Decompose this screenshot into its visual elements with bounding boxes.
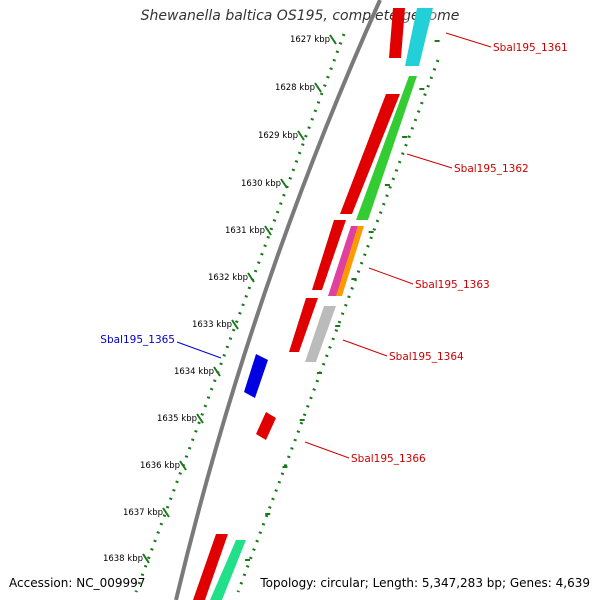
gene-label-text: Sbal195_1364: [389, 351, 464, 363]
gene-arrow-1364-grey: [305, 304, 340, 362]
scale-ruler: 1627 kbp 1628 kbp 1629 kbp 1630 kbp 1631 kbp…: [103, 33, 440, 593]
scale-track-left: [134, 33, 346, 593]
gene-arrow-1362-green: [356, 74, 422, 220]
gene-label-text: Sbal195_1361: [493, 42, 568, 54]
scale-tick: [247, 272, 255, 283]
gene-label-leader: [406, 153, 453, 169]
gene-label-sbal195_1364[interactable]: Sbal195_1364: [342, 339, 464, 363]
gene-arrow-1361-cyan: [405, 6, 438, 66]
scale-tick: [314, 82, 322, 93]
summary-text: Topology: circular; Length: 5,347,283 bp…: [260, 576, 590, 590]
map-title: Shewanella baltica OS195, complete genom…: [140, 8, 460, 24]
backbone-arc: [174, 0, 382, 600]
gene-label-text: Sbal195_1365: [100, 334, 175, 346]
scale-tick-label: 1633 kbp: [192, 320, 232, 330]
gene-label-sbal195_1362[interactable]: Sbal195_1362: [406, 153, 529, 175]
gene-arrow-1364-red: [289, 296, 322, 352]
gene-arrow-1361-red: [389, 6, 409, 59]
gene-label-leader: [342, 339, 388, 357]
gene-label-text: Sbal195_1362: [454, 163, 529, 175]
genome-backbone: [174, 0, 382, 600]
gene-arrow-1363-org: [336, 225, 366, 296]
gene-label-leader: [304, 441, 350, 459]
scale-tick: [162, 507, 170, 518]
gene-label-sbal195_1363[interactable]: Sbal195_1363: [368, 267, 490, 291]
gene-arrow-1363-red: [312, 218, 350, 290]
scale-tick-label: 1634 kbp: [174, 367, 214, 377]
gene-arrow-bottom-mint: [210, 538, 250, 600]
gene-label-text: Sbal195_1366: [351, 453, 426, 465]
scale-tick: [213, 366, 221, 377]
gene-label-sbal195_1361[interactable]: Sbal195_1361: [445, 32, 568, 54]
scale-tick: [179, 460, 187, 471]
scale-tick: [264, 225, 272, 236]
scale-tick-label: 1630 kbp: [241, 179, 281, 189]
gene-features: [193, 6, 438, 600]
scale-tick-label: 1629 kbp: [258, 131, 298, 141]
scale-tick-label: 1637 kbp: [123, 508, 163, 518]
gene-label-leader: [445, 32, 492, 48]
gene-label-sbal195_1366[interactable]: Sbal195_1366: [304, 441, 426, 465]
scale-tick-label: 1628 kbp: [275, 83, 315, 93]
gene-arrow-bottom-red: [193, 532, 232, 600]
gene-label-leader: [368, 267, 414, 285]
scale-tick-label: 1627 kbp: [290, 35, 330, 45]
scale-tick: [196, 413, 204, 424]
scale-tick: [231, 319, 239, 330]
gene-label-text: Sbal195_1363: [415, 279, 490, 291]
scale-tick: [297, 130, 305, 141]
scale-tick: [280, 178, 288, 189]
gene-label-leader: [176, 341, 222, 359]
scale-tick-label: 1636 kbp: [140, 461, 180, 471]
gene-labels: Sbal195_1361 Sbal195_1362 Sbal195_1363 Sbal…: [100, 32, 568, 465]
gene-arrow-1365-blue: [244, 354, 272, 398]
scale-tick-label: 1638 kbp: [103, 554, 143, 564]
scale-tick-label: 1632 kbp: [208, 273, 248, 283]
scale-tick: [329, 34, 337, 45]
gene-arrow-1362-red: [340, 92, 404, 214]
gene-label-sbal195_1365[interactable]: Sbal195_1365: [100, 334, 222, 359]
accession-text: Accession: NC_009997: [9, 576, 146, 590]
scale-tick-label: 1635 kbp: [157, 414, 197, 424]
scale-tick: [142, 553, 150, 564]
gene-arrow-1366-red: [256, 412, 279, 440]
scale-tick-label: 1631 kbp: [225, 226, 265, 236]
